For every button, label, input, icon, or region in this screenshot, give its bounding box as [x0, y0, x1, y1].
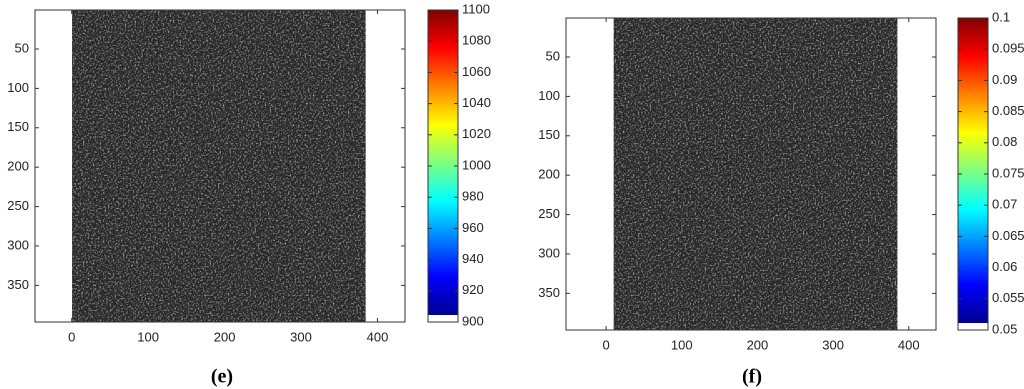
colorbar-tick-label: 900	[462, 313, 484, 328]
colorbar-tick-label: 0.1	[992, 9, 1010, 24]
y-tick-label: 300	[538, 245, 560, 260]
x-tick-label: 300	[290, 329, 312, 344]
x-tick-label: 300	[822, 337, 844, 352]
x-tick-label: 100	[137, 329, 159, 344]
x-tick-label: 200	[214, 329, 236, 344]
colorbar-tick-label: 0.07	[992, 197, 1017, 212]
colorbar-tick-label: 920	[462, 282, 484, 297]
colorbar-tick-label: 1000	[462, 157, 491, 172]
colorbar-tick-label: 0.065	[992, 228, 1024, 243]
x-tick-label: 400	[898, 337, 920, 352]
colorbar-tick-label: 1060	[462, 64, 491, 79]
colorbar-gradient	[428, 10, 458, 315]
y-tick-label: 150	[7, 119, 29, 134]
axes-box	[34, 9, 406, 323]
colorbar-tick-label: 0.075	[992, 165, 1024, 180]
x-tick-label: 100	[671, 337, 693, 352]
y-tick-label: 350	[538, 285, 560, 300]
y-tick-label: 350	[7, 277, 29, 292]
colorbar-tick-label: 980	[462, 189, 484, 204]
y-tick-label: 300	[7, 237, 29, 252]
x-tick-label: 0	[68, 329, 75, 344]
colorbar-tick-label: 1040	[462, 95, 491, 110]
colorbar-tick-label: 940	[462, 251, 484, 266]
x-tick-label: 200	[747, 337, 769, 352]
y-tick-label: 200	[538, 167, 560, 182]
colorbar-tick-label: 1020	[462, 126, 491, 141]
colorbar-gradient	[958, 18, 988, 323]
panel-label: (f)	[742, 366, 762, 388]
axes-box	[565, 17, 937, 331]
y-tick-label: 100	[7, 80, 29, 95]
colorbar-tick-label: 0.085	[992, 103, 1024, 118]
image-speckle	[72, 10, 366, 322]
y-tick-label: 250	[538, 206, 560, 221]
image-speckle	[613, 18, 898, 330]
colorbar-tick-label: 960	[462, 220, 484, 235]
x-tick-label: 0	[602, 337, 609, 352]
y-tick-label: 150	[538, 127, 560, 142]
colorbar-tick-label: 0.09	[992, 72, 1017, 87]
colorbar-tick-label: 1080	[462, 33, 491, 48]
colorbar-tick-label: 0.055	[992, 290, 1024, 305]
colorbar-tick-label: 1100	[462, 1, 490, 16]
y-tick-label: 50	[546, 48, 560, 63]
y-tick-label: 100	[538, 88, 560, 103]
panel-label: (e)	[211, 366, 233, 388]
y-tick-label: 250	[7, 198, 29, 213]
colorbar-tick-label: 0.06	[992, 259, 1017, 274]
colorbar-tick-label: 0.05	[992, 321, 1017, 336]
x-tick-label: 400	[367, 329, 389, 344]
colorbar-tick-label: 0.08	[992, 134, 1017, 149]
y-tick-label: 50	[15, 40, 29, 55]
y-tick-label: 200	[7, 159, 29, 174]
colorbar-tick-label: 0.095	[992, 41, 1024, 56]
